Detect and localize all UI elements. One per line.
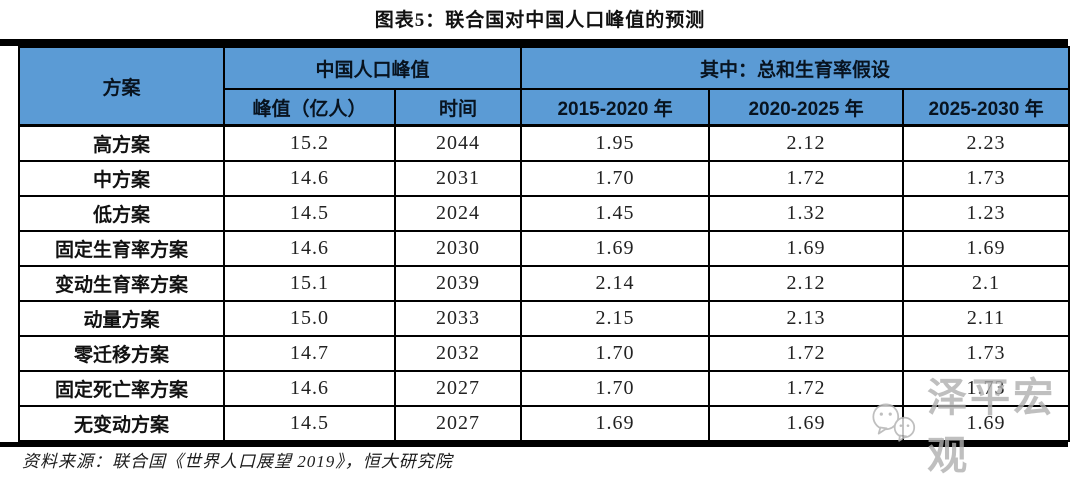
tfr-cell: 1.72 <box>708 334 905 372</box>
table-row: 变动生育率方案 15.1 2039 2.14 2.12 2.1 <box>18 264 1071 302</box>
scenario-cell: 无变动方案 <box>18 404 225 442</box>
col-header-group-peak: 中国人口峰值 <box>222 46 523 90</box>
tfr-cell: 1.69 <box>902 404 1071 442</box>
table-row: 动量方案 15.0 2033 2.15 2.13 2.11 <box>18 299 1071 337</box>
year-cell: 2032 <box>393 334 523 372</box>
tfr-cell: 1.69 <box>520 404 711 442</box>
tfr-cell: 2.12 <box>708 264 905 302</box>
tfr-cell: 1.23 <box>902 194 1071 232</box>
tfr-cell: 2.13 <box>708 299 905 337</box>
peak-cell: 14.6 <box>223 159 396 197</box>
peak-cell: 14.6 <box>223 229 396 267</box>
col-header-scenario: 方案 <box>18 46 225 127</box>
source-note: 资料来源：联合国《世界人口展望 2019》，恒大研究院 <box>22 452 453 471</box>
peak-cell: 15.0 <box>223 299 396 337</box>
tfr-cell: 2.12 <box>708 124 905 162</box>
table-row: 低方案 14.5 2024 1.45 1.32 1.23 <box>18 194 1071 232</box>
scenario-cell: 中方案 <box>18 159 225 197</box>
scenario-cell: 动量方案 <box>18 299 225 337</box>
year-cell: 2039 <box>393 264 523 302</box>
year-cell: 2033 <box>393 299 523 337</box>
tfr-cell: 1.70 <box>520 334 711 372</box>
scenario-cell: 低方案 <box>18 194 225 232</box>
col-header-peak-value: 峰值（亿人） <box>223 88 396 127</box>
table-row: 无变动方案 14.5 2027 1.69 1.69 1.69 <box>18 404 1071 442</box>
col-header-peak-time: 时间 <box>393 88 523 127</box>
tfr-cell: 1.69 <box>708 404 905 442</box>
peak-cell: 15.2 <box>223 124 396 162</box>
peak-cell: 14.5 <box>223 404 396 442</box>
col-header-tfr-2020-2025: 2020-2025 年 <box>708 88 905 127</box>
peak-cell: 14.7 <box>223 334 396 372</box>
col-header-group-tfr: 其中：总和生育率假设 <box>520 46 1071 90</box>
tfr-cell: 1.72 <box>708 369 905 407</box>
col-header-tfr-2015-2020: 2015-2020 年 <box>520 88 711 127</box>
peak-cell: 14.5 <box>223 194 396 232</box>
table-row: 固定生育率方案 14.6 2030 1.69 1.69 1.69 <box>18 229 1071 267</box>
year-cell: 2044 <box>393 124 523 162</box>
population-peak-table: 方案 中国人口峰值 其中：总和生育率假设 峰值（亿人） 时间 2015-2020… <box>18 46 1071 442</box>
figure-title: 图表5：联合国对中国人口峰值的预测 <box>374 10 706 31</box>
table-row: 高方案 15.2 2044 1.95 2.12 2.23 <box>18 124 1071 162</box>
tfr-cell: 1.69 <box>708 229 905 267</box>
table-row: 固定死亡率方案 14.6 2027 1.70 1.72 1.73 <box>18 369 1071 407</box>
table-row: 中方案 14.6 2031 1.70 1.72 1.73 <box>18 159 1071 197</box>
scenario-cell: 高方案 <box>18 124 225 162</box>
tfr-cell: 2.14 <box>520 264 711 302</box>
tfr-cell: 1.45 <box>520 194 711 232</box>
peak-cell: 14.6 <box>223 369 396 407</box>
tfr-cell: 2.23 <box>902 124 1071 162</box>
tfr-cell: 1.69 <box>902 229 1071 267</box>
tfr-cell: 1.69 <box>520 229 711 267</box>
scenario-cell: 固定生育率方案 <box>18 229 225 267</box>
tfr-cell: 1.73 <box>902 369 1071 407</box>
tfr-cell: 1.72 <box>708 159 905 197</box>
scenario-cell: 变动生育率方案 <box>18 264 225 302</box>
tfr-cell: 2.11 <box>902 299 1071 337</box>
year-cell: 2030 <box>393 229 523 267</box>
tfr-cell: 1.73 <box>902 159 1071 197</box>
year-cell: 2027 <box>393 404 523 442</box>
year-cell: 2027 <box>393 369 523 407</box>
tfr-cell: 1.70 <box>520 159 711 197</box>
year-cell: 2031 <box>393 159 523 197</box>
tfr-cell: 1.95 <box>520 124 711 162</box>
col-header-tfr-2025-2030: 2025-2030 年 <box>902 88 1071 127</box>
year-cell: 2024 <box>393 194 523 232</box>
table-wrapper: 方案 中国人口峰值 其中：总和生育率假设 峰值（亿人） 时间 2015-2020… <box>0 39 1071 447</box>
scenario-cell: 固定死亡率方案 <box>18 369 225 407</box>
tfr-cell: 1.70 <box>520 369 711 407</box>
scenario-cell: 零迁移方案 <box>18 334 225 372</box>
table-row: 零迁移方案 14.7 2032 1.70 1.72 1.73 <box>18 334 1071 372</box>
peak-cell: 15.1 <box>223 264 396 302</box>
tfr-cell: 2.1 <box>902 264 1071 302</box>
tfr-cell: 1.32 <box>708 194 905 232</box>
tfr-cell: 1.73 <box>902 334 1071 372</box>
tfr-cell: 2.15 <box>520 299 711 337</box>
